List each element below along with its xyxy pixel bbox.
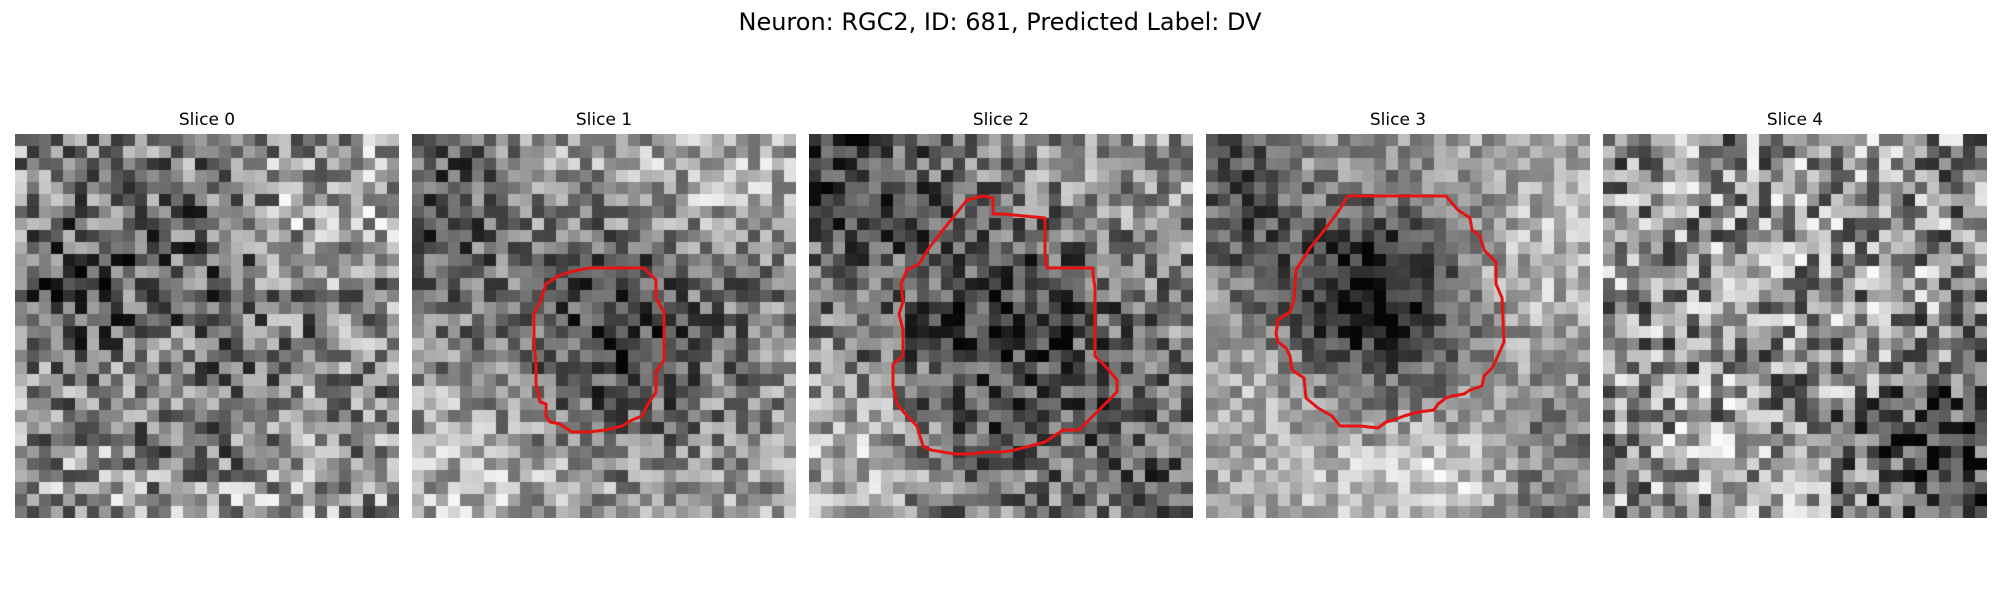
slice-3-title: Slice 3 <box>1369 110 1427 130</box>
slice-1-roi-outline <box>532 266 666 434</box>
slice-2-roi-contour <box>891 194 1119 456</box>
slice-2-title: Slice 2 <box>972 110 1030 130</box>
slice-3-roi-outline <box>1274 194 1506 430</box>
slice-1-image <box>412 134 796 518</box>
figure-title: Neuron: RGC2, ID: 681, Predicted Label: … <box>738 8 1262 36</box>
slice-2-roi-outline <box>891 194 1119 456</box>
slice-1-title: Slice 1 <box>575 110 633 130</box>
slice-4-image <box>1603 134 1987 518</box>
slice-0-image <box>15 134 399 518</box>
slice-2-image <box>809 134 1193 518</box>
slice-0-title: Slice 0 <box>178 110 236 130</box>
slice-1-roi-contour <box>532 266 666 434</box>
slice-4-title: Slice 4 <box>1766 110 1824 130</box>
slice-3-image <box>1206 134 1590 518</box>
slice-3-roi-contour <box>1274 194 1506 430</box>
